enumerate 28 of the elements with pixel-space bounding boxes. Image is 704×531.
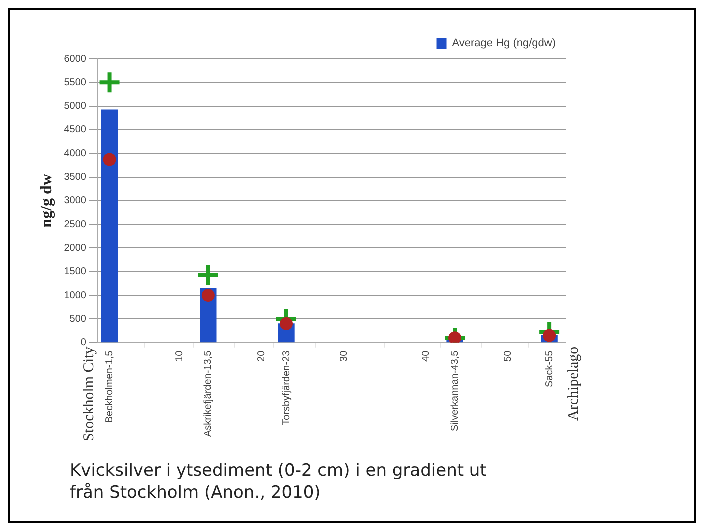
y-tick-label: 6000 <box>64 54 87 65</box>
text: Archipelago <box>566 346 582 421</box>
x-tick-label: Torsbyfjärden-23 <box>281 350 292 426</box>
y-tick-label: 1500 <box>64 266 87 278</box>
x-tick-label: 30 <box>338 350 350 362</box>
y-tick-label: 5000 <box>64 101 87 112</box>
legend-label: Average Hg (ng/gdw) <box>452 38 556 50</box>
y-tick-label: 500 <box>70 314 87 325</box>
y-tick-label: 3000 <box>64 196 87 207</box>
x-tick-label: Sack-55 <box>544 350 556 388</box>
y-tick-label: 1000 <box>64 290 87 302</box>
x-tick-label: 10 <box>174 350 186 362</box>
x-tick-label: Askrikefjärden-13,5 <box>203 350 214 438</box>
y-tick-label: 3500 <box>64 172 87 184</box>
text: Stockholm City <box>81 346 98 442</box>
x-tick-label: 40 <box>421 350 432 362</box>
y-tick-label: 4500 <box>64 124 87 136</box>
x-tick-label: 50 <box>503 350 514 362</box>
y-tick-label: 2000 <box>64 242 87 254</box>
x-tick-label: Silverkannan-43,5 <box>450 350 461 432</box>
text: Kvicksilver i ytsediment (0-2 cm) i en gradient ut från Stockholm (Anon., 2010) <box>70 460 488 504</box>
y-tick-label: 0 <box>80 338 87 349</box>
y-tick-label: 5500 <box>64 77 87 88</box>
y-axis-title: ng/g dw <box>38 174 56 228</box>
x-tick-label: 20 <box>256 350 268 362</box>
y-tick-label: 2500 <box>64 219 87 230</box>
x-tick-label: Beckholmen-1,5 <box>104 350 116 424</box>
y-tick-label: 4000 <box>64 148 87 160</box>
